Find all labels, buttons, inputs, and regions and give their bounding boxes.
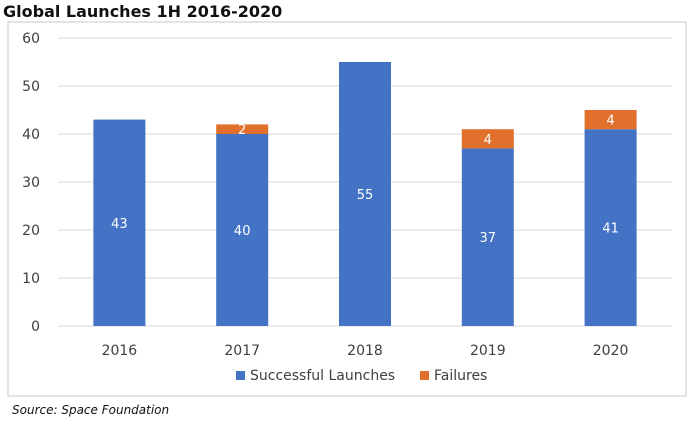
x-tick-label-2018: 2018 bbox=[347, 343, 383, 359]
y-tick-label-10: 10 bbox=[22, 271, 40, 287]
y-tick-label-20: 20 bbox=[22, 223, 40, 239]
y-tick-label-60: 60 bbox=[22, 31, 40, 47]
x-tick-label-2019: 2019 bbox=[470, 343, 506, 359]
legend-label-successful: Successful Launches bbox=[250, 368, 395, 384]
chart-title: Global Launches 1H 2016-2020 bbox=[3, 2, 283, 21]
bar-successful-2020 bbox=[584, 129, 637, 326]
data-label-successful-2017: 40 bbox=[234, 224, 251, 239]
data-label-failures-2017: 2 bbox=[238, 123, 246, 138]
bar-successful-2016 bbox=[93, 119, 146, 326]
x-tick-label-2016: 2016 bbox=[102, 343, 138, 359]
y-tick-label-30: 30 bbox=[22, 175, 40, 191]
x-tick-label-2020: 2020 bbox=[593, 343, 629, 359]
bar-successful-2018 bbox=[339, 62, 391, 326]
x-tick-label-2017: 2017 bbox=[224, 343, 260, 359]
legend: Successful Launches Failures bbox=[236, 368, 487, 384]
data-label-successful-2019: 37 bbox=[480, 231, 497, 246]
bar-failures-2020 bbox=[584, 110, 637, 130]
data-labels: 43 40 2 55 37 4 41 4 bbox=[111, 114, 619, 247]
data-label-failures-2020: 4 bbox=[606, 114, 614, 129]
bar-successful-2017 bbox=[216, 134, 269, 326]
bars bbox=[93, 62, 637, 326]
bar-chart: 0 10 20 30 40 50 60 43 40 2 55 37 4 41 4 2016 2017 2018… bbox=[7, 21, 687, 397]
legend-swatch-failures bbox=[420, 371, 429, 380]
legend-swatch-successful bbox=[236, 371, 245, 380]
y-tick-label-40: 40 bbox=[22, 127, 40, 143]
bar-failures-2019 bbox=[461, 129, 514, 149]
bar-successful-2019 bbox=[461, 148, 514, 326]
legend-label-failures: Failures bbox=[434, 368, 487, 384]
data-label-successful-2018: 55 bbox=[357, 188, 374, 203]
x-axis-ticks: 2016 2017 2018 2019 2020 bbox=[102, 343, 629, 359]
data-label-successful-2016: 43 bbox=[111, 217, 128, 232]
data-label-failures-2019: 4 bbox=[484, 133, 492, 148]
y-tick-label-50: 50 bbox=[22, 79, 40, 95]
y-axis-ticks: 0 10 20 30 40 50 60 bbox=[22, 31, 40, 335]
y-tick-label-0: 0 bbox=[31, 319, 40, 335]
source-note: Source: Space Foundation bbox=[12, 403, 170, 417]
bar-failures-2017 bbox=[216, 124, 269, 134]
data-label-successful-2020: 41 bbox=[602, 222, 619, 237]
